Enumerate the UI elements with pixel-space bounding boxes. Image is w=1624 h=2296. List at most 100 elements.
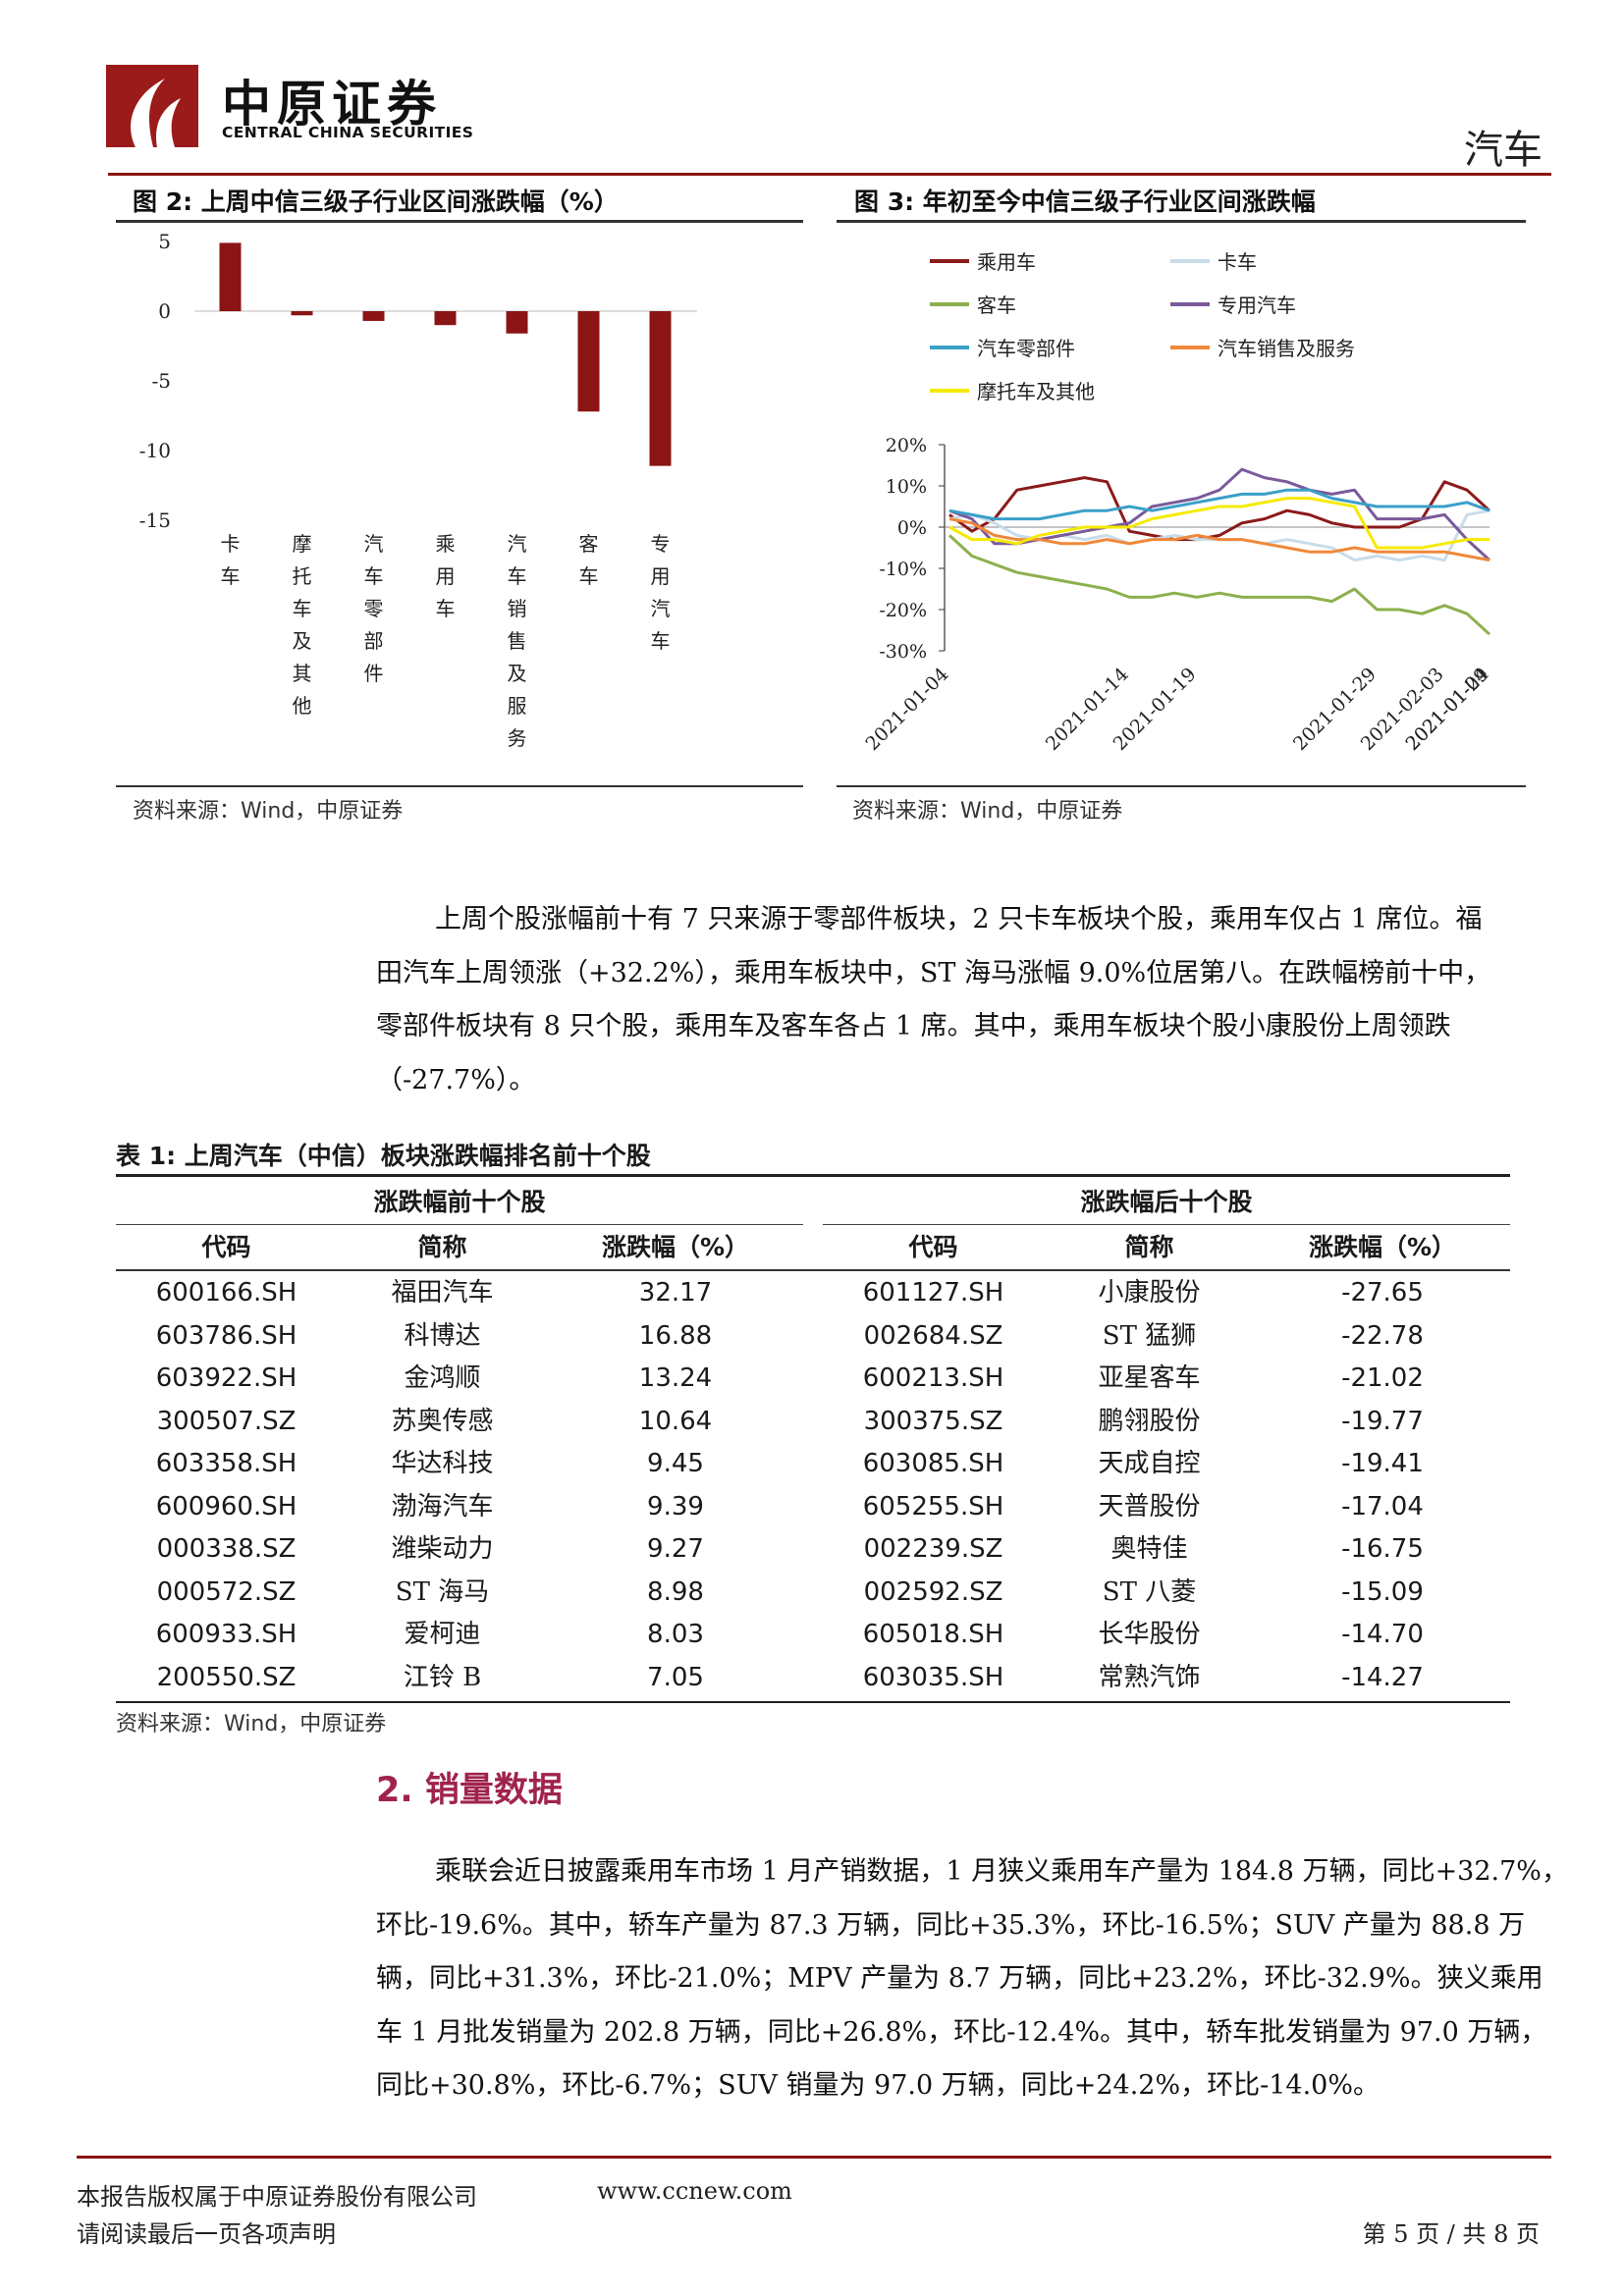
- bar: [507, 311, 528, 334]
- cell-change-right: -17.04: [1255, 1486, 1510, 1529]
- x-category-label-char: 零: [364, 597, 384, 620]
- cell-change-left: 8.03: [548, 1614, 803, 1657]
- cell-code-right: 605255.SH: [823, 1486, 1044, 1529]
- x-category-label-char: 售: [508, 629, 527, 653]
- paragraph-line: 辆，同比+31.3%，环比-21.0%；MPV 产量为 8.7 万辆，同比+23…: [376, 1952, 1569, 2006]
- paragraph-line: （-27.7%）。: [376, 1054, 1564, 1108]
- legend-label: 专用汽车: [1218, 294, 1296, 317]
- x-category-label-char: 销: [508, 597, 527, 620]
- cell-code-left: 600933.SH: [116, 1614, 337, 1657]
- y-tick-label: 0%: [897, 517, 927, 539]
- table-group-right: 涨跌幅后十个股: [823, 1181, 1510, 1224]
- cell-code-right: 603035.SH: [823, 1657, 1044, 1700]
- y-tick-label: -30%: [879, 641, 927, 663]
- x-category-label-char: 件: [364, 662, 384, 685]
- cell-name-left: 潍柴动力: [337, 1528, 548, 1572]
- cell-change-left: 10.64: [548, 1401, 803, 1444]
- cell-code-right: 300375.SZ: [823, 1401, 1044, 1444]
- x-category-label-char: 车: [508, 564, 527, 588]
- paragraph-sales-data: 乘联会近日披露乘用车市场 1 月产销数据，1 月狭义乘用车产量为 184.8 万…: [376, 1845, 1569, 2113]
- table-bottom-rule: [116, 1701, 1510, 1703]
- x-category-label-char: 务: [508, 726, 527, 750]
- cell-change-right: -19.41: [1255, 1443, 1510, 1486]
- cell-name-right: 常熟汽饰: [1044, 1657, 1255, 1700]
- figure3-title: 图 3: 年初至今中信三级子行业区间涨跌幅: [854, 183, 1316, 218]
- cell-name-right: ST 八菱: [1044, 1572, 1255, 1615]
- y-tick-label: 5: [158, 230, 171, 253]
- y-tick-label: -10: [139, 439, 171, 462]
- x-category-label-char: 及: [508, 662, 527, 685]
- cell-change-right: -19.77: [1255, 1401, 1510, 1444]
- table-column-header-row: 代码 简称 涨跌幅（%） 代码 简称 涨跌幅（%）: [116, 1226, 1510, 1269]
- cell-name-left: 华达科技: [337, 1443, 548, 1486]
- table-row: 600933.SH 爱柯迪 8.03 605018.SH 长华股份 -14.70: [116, 1614, 1510, 1657]
- cell-name-left: 科博达: [337, 1315, 548, 1359]
- legend-label: 汽车销售及服务: [1218, 337, 1355, 360]
- y-tick-label: -5: [152, 369, 171, 393]
- cell-code-right: 002239.SZ: [823, 1528, 1044, 1572]
- legend-label: 乘用车: [977, 250, 1036, 274]
- cell-name-left: 江铃 B: [337, 1657, 548, 1700]
- section-heading: 2. 销量数据: [376, 1762, 563, 1812]
- bar: [363, 311, 385, 321]
- bar: [650, 311, 672, 466]
- x-category-label-char: 其: [293, 662, 312, 685]
- company-logo: [106, 65, 198, 147]
- table-row: 000338.SZ 潍柴动力 9.27 002239.SZ 奥特佳 -16.75: [116, 1528, 1510, 1572]
- table-row: 600166.SH 福田汽车 32.17 601127.SH 小康股份 -27.65: [116, 1272, 1510, 1315]
- footer-website[interactable]: www.ccnew.com: [597, 2177, 792, 2205]
- series-line: [949, 490, 1489, 518]
- cell-change-right: -14.70: [1255, 1614, 1510, 1657]
- col-header-code-right: 代码: [823, 1226, 1044, 1269]
- bar: [578, 311, 600, 411]
- cell-name-right: ST 猛狮: [1044, 1315, 1255, 1359]
- cell-change-right: -22.78: [1255, 1315, 1510, 1359]
- bar: [435, 311, 457, 325]
- table-row: 603922.SH 金鸿顺 13.24 600213.SH 亚星客车 -21.02: [116, 1358, 1510, 1401]
- table-group-rule-right: [823, 1224, 1510, 1225]
- table-row: 200550.SZ 江铃 B 7.05 603035.SH 常熟汽饰 -14.27: [116, 1657, 1510, 1700]
- cell-change-left: 9.39: [548, 1486, 803, 1529]
- cell-change-left: 8.98: [548, 1572, 803, 1615]
- col-header-name-left: 简称: [337, 1226, 548, 1269]
- cell-change-right: -21.02: [1255, 1358, 1510, 1401]
- cell-name-left: 渤海汽车: [337, 1486, 548, 1529]
- paragraph-line: 乘联会近日披露乘用车市场 1 月产销数据，1 月狭义乘用车产量为 184.8 万…: [376, 1845, 1569, 1899]
- x-category-label-char: 汽: [508, 532, 527, 556]
- cell-code-left: 600166.SH: [116, 1272, 337, 1315]
- x-category-label-char: 托: [293, 564, 312, 588]
- cell-change-left: 9.45: [548, 1443, 803, 1486]
- x-category-label-char: 车: [364, 564, 384, 588]
- cell-code-right: 605018.SH: [823, 1614, 1044, 1657]
- footer-page-number: 第 5 页 / 共 8 页: [1363, 2215, 1540, 2249]
- col-header-code-left: 代码: [116, 1226, 337, 1269]
- cell-name-left: 金鸿顺: [337, 1358, 548, 1401]
- cell-name-right: 长华股份: [1044, 1614, 1255, 1657]
- table-row: 000572.SZ ST 海马 8.98 002592.SZ ST 八菱 -15.09: [116, 1572, 1510, 1615]
- figure3-bottom-rule: [837, 785, 1526, 787]
- section-name: 汽车: [1464, 118, 1543, 175]
- cell-name-right: 亚星客车: [1044, 1358, 1255, 1401]
- footer-copyright: 本报告版权属于中原证券股份有限公司: [77, 2177, 477, 2212]
- x-category-label-char: 摩: [293, 532, 312, 556]
- cell-code-left: 603786.SH: [116, 1315, 337, 1359]
- figure3-top-rule: [837, 220, 1526, 223]
- y-tick-label: 10%: [886, 476, 927, 498]
- cell-change-right: -27.65: [1255, 1272, 1510, 1315]
- cell-code-right: 600213.SH: [823, 1358, 1044, 1401]
- paragraph-line: 上周个股涨幅前十有 7 只来源于零部件板块，2 只卡车板块个股，乘用车仅占 1 …: [376, 893, 1564, 947]
- cell-name-right: 天普股份: [1044, 1486, 1255, 1529]
- cell-code-right: 002592.SZ: [823, 1572, 1044, 1615]
- cell-name-right: 小康股份: [1044, 1272, 1255, 1315]
- cell-name-left: 爱柯迪: [337, 1614, 548, 1657]
- cell-change-left: 32.17: [548, 1272, 803, 1315]
- x-category-label-char: 卡: [221, 532, 241, 556]
- x-category-label-char: 乘: [436, 532, 456, 556]
- x-category-label-char: 车: [293, 597, 312, 620]
- figure2-top-rule: [116, 220, 803, 223]
- table1-source: 资料来源：Wind，中原证券: [116, 1706, 386, 1737]
- table1-title: 表 1: 上周汽车（中信）板块涨跌幅排名前十个股: [116, 1137, 651, 1172]
- cell-code-left: 600960.SH: [116, 1486, 337, 1529]
- x-category-label-char: 用: [651, 564, 671, 588]
